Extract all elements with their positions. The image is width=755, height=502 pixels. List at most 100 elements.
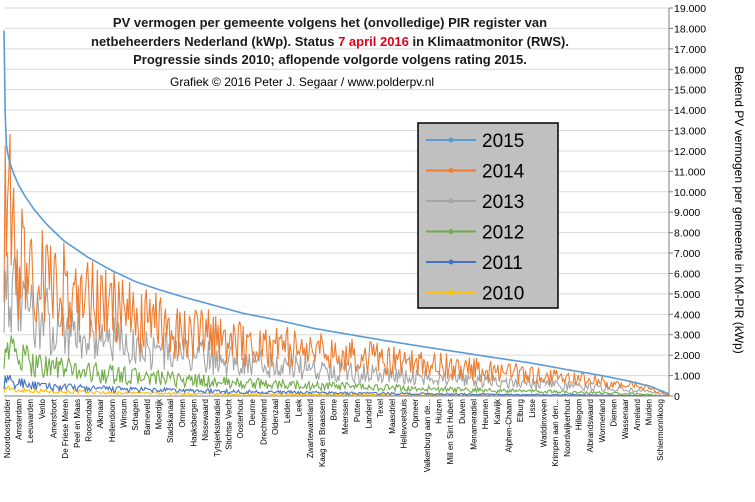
y-tick-label: 4.000 (674, 309, 700, 321)
y-tick-label: 2.000 (674, 350, 700, 362)
series-line (3, 374, 669, 397)
y-tick-label: 19.000 (674, 3, 706, 15)
x-tick-label: Krimpen aan den... (551, 399, 560, 467)
x-tick-label: Drechterland (260, 399, 269, 445)
x-tick-label: Elburg (516, 399, 525, 422)
x-tick-label: Borne (330, 398, 339, 420)
x-tick-label: Katwijk (493, 398, 502, 424)
x-tick-label: Alkmaar (96, 399, 105, 429)
x-tick-label: Tytsjerksteradiel (213, 399, 222, 457)
x-tick-label: Winsum (120, 399, 129, 428)
y-tick-label: 9.000 (674, 207, 700, 219)
x-axis-ticks: Noordoostpolder Amsterdam Leeuwarden Venlo A… (3, 398, 665, 472)
x-tick-label: Schiermonnikoog (656, 399, 665, 461)
x-tick-label: Leiden (283, 399, 292, 423)
series-line (3, 30, 670, 395)
x-tick-label: Stichtse Vecht (225, 398, 234, 449)
x-tick-label: Albrandswaard (586, 399, 595, 452)
x-tick-label: Hellevoetsluis (400, 399, 409, 448)
y-tick-label: 11.000 (674, 166, 705, 178)
legend-box (417, 122, 559, 309)
legend-marker (448, 198, 454, 204)
y-tick-label: 0 (674, 391, 680, 403)
x-tick-label: De Friese Meren (61, 399, 70, 459)
x-tick-label: Ameland (633, 399, 642, 431)
legend-entries: 2015 2014 2013 2012 2011 2010 (426, 131, 525, 305)
x-tick-label: Heumen (481, 399, 490, 429)
x-tick-label: Noordwijkerhout (563, 398, 572, 457)
title-segment: netbeheerders Nederland (kWp). Status (91, 34, 338, 49)
x-tick-label: Muiden (645, 399, 654, 425)
x-tick-label: Putten (353, 399, 362, 422)
legend-label: 2011 (482, 253, 523, 274)
x-tick-label: Venlo (38, 398, 47, 419)
series-line (3, 335, 670, 397)
legend: 2015 2014 2013 2012 2011 2010 (417, 122, 559, 309)
y-tick-label: 18.000 (674, 23, 706, 35)
x-tick-label: Menameradiel (470, 399, 479, 450)
title-line: Progressie sinds 2010; aflopende volgord… (133, 52, 527, 67)
x-tick-label: Lisse (528, 398, 537, 417)
x-tick-label: Nissewaard (201, 399, 210, 441)
series-line (3, 252, 670, 397)
x-tick-label: Noordoostpolder (3, 399, 12, 458)
x-tick-label: Wormerland (598, 399, 607, 442)
x-tick-label: Hillegom (575, 399, 584, 430)
series-line (3, 133, 670, 396)
legend-label: 2013 (482, 192, 524, 213)
legend-marker (448, 229, 454, 234)
y-axis-label: Bekend PV vermogen per gemeente in KM-PI… (732, 66, 746, 353)
y-tick-label: 13.000 (674, 126, 706, 138)
y-tick-label: 16.000 (674, 64, 706, 76)
y-tick-label: 10.000 (674, 187, 706, 199)
legend-marker (448, 168, 454, 173)
y-tick-label: 17.000 (674, 44, 706, 56)
chart-subtitle: Grafiek © 2016 Peter J. Segaar / www.pol… (170, 75, 434, 89)
legend-marker (448, 290, 454, 295)
x-tick-label: Zwartewaterland (306, 399, 315, 458)
x-tick-label: Texel (376, 399, 385, 418)
y-axis-ticks: 0 1.000 2.000 3.000 4.000 5.000 6.000 7.000 8.00… (669, 3, 706, 403)
x-tick-label: Opmeer (411, 399, 420, 428)
x-tick-label: Wassenaar (621, 399, 630, 440)
y-tick-label: 8.000 (674, 228, 700, 240)
x-tick-label: Oldenzaal (271, 399, 280, 435)
x-tick-label: Amsterdam (15, 399, 24, 440)
title-segment: 7 april 2016 (338, 34, 409, 49)
y-tick-label: 3.000 (674, 330, 700, 342)
x-tick-label: Meerssen (341, 399, 350, 434)
y-tick-label: 15.000 (674, 85, 706, 97)
legend-label: 2015 (482, 131, 524, 152)
title-segment: Progressie sinds 2010; aflopende volgord… (133, 52, 527, 67)
x-tick-label: Deurne (248, 398, 257, 425)
legend-label: 2010 (482, 284, 524, 305)
x-tick-label: Leek (295, 398, 304, 416)
x-tick-label: Barneveld (143, 399, 152, 435)
legend-label: 2014 (482, 162, 525, 183)
legend-label: 2012 (482, 223, 524, 244)
x-tick-label: Hellendoorn (108, 399, 117, 442)
x-tick-label: Valkenburg aan de... (423, 399, 432, 472)
x-tick-label: Diemen (610, 399, 619, 427)
legend-marker (448, 137, 454, 143)
x-tick-label: Amersfoort (50, 398, 59, 438)
x-tick-label: Roosendaal (85, 399, 94, 442)
y-tick-label: 12.000 (674, 146, 706, 158)
y-tick-label: 7.000 (674, 248, 700, 260)
x-tick-label: Kaag en Braassem (318, 399, 327, 467)
x-tick-label: Haaksbergen (190, 399, 199, 447)
x-tick-label: Peel en Maas (73, 399, 82, 448)
title-line: netbeheerders Nederland (kWp). Status 7 … (91, 34, 569, 49)
x-tick-label: Duiven (458, 399, 467, 424)
x-tick-label: Schagen (131, 399, 140, 431)
y-tick-label: 14.000 (674, 105, 706, 117)
x-tick-label: Ommen (178, 399, 187, 427)
x-tick-label: Alphen-Chaam (505, 399, 514, 453)
x-tick-label: Mill en Sint Hubert (446, 398, 455, 464)
x-tick-label: Waddinxveen (540, 399, 549, 447)
y-tick-label: 5.000 (674, 289, 700, 301)
legend-marker (448, 259, 454, 265)
chart-title: PV vermogen per gemeente volgens het (on… (91, 15, 569, 67)
